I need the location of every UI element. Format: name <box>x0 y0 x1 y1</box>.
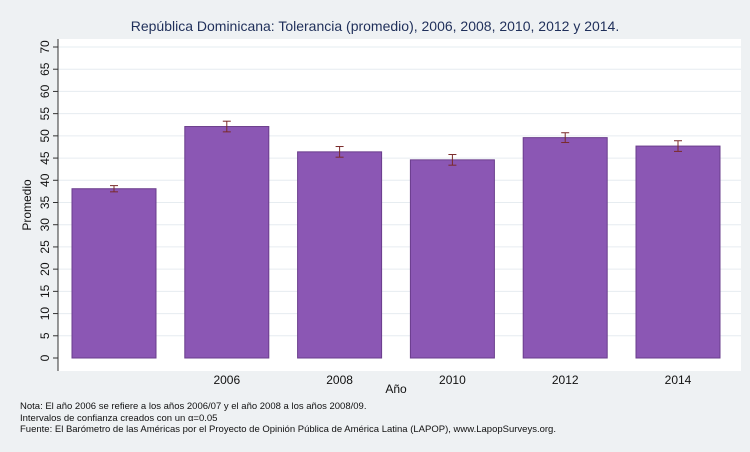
bar <box>635 145 721 359</box>
y-tick-label: 60 <box>38 84 52 98</box>
note-line-3: Fuente: El Barómetro de las Américas por… <box>20 424 556 435</box>
bar-chart: 0 5 10 15 20 25 30 35 40 45 50 55 60 65 70 2006 2008 201… <box>20 18 741 396</box>
y-axis-label: Promedio <box>20 179 34 231</box>
x-tick-label: 2008 <box>326 373 353 387</box>
y-tick-label: 20 <box>38 262 52 276</box>
y-tick-label: 40 <box>38 173 52 187</box>
y-tick-label: 65 <box>38 62 52 76</box>
y-tick-label: 10 <box>38 307 52 321</box>
note-line-2: Intervalos de confianza creados con un α… <box>20 412 218 424</box>
y-tick-label: 45 <box>38 151 52 165</box>
x-axis-ticks: 2006 2008 2010 2012 2014 <box>213 373 691 387</box>
bar <box>297 151 383 359</box>
y-tick-label: 30 <box>38 218 52 232</box>
y-tick-label: 15 <box>38 284 52 298</box>
x-tick-label: 2012 <box>552 373 579 387</box>
x-axis-label: Año <box>385 382 407 396</box>
y-tick-label: 55 <box>38 107 52 121</box>
y-tick-label: 0 <box>38 354 52 361</box>
error-bars <box>110 120 682 193</box>
y-axis-ticks: 0 5 10 15 20 25 30 35 40 45 50 55 60 65 70 <box>38 40 58 361</box>
y-tick-label: 50 <box>38 129 52 143</box>
gridlines <box>58 46 741 337</box>
bars <box>71 126 721 359</box>
chart-notes: Nota: El año 2006 se refiere a los años … <box>20 401 556 436</box>
bar <box>71 188 157 359</box>
x-tick-label: 2010 <box>439 373 466 387</box>
chart-title: República Dominicana: Tolerancia (promed… <box>131 18 620 34</box>
bar <box>409 159 495 359</box>
y-tick-label: 5 <box>38 332 52 339</box>
bar <box>522 137 608 359</box>
y-tick-label: 35 <box>38 196 52 210</box>
y-tick-label: 25 <box>38 240 52 254</box>
plot-background <box>58 39 741 371</box>
x-tick-label: 2006 <box>213 373 240 387</box>
x-tick-label: 2014 <box>665 373 692 387</box>
bar <box>184 126 270 359</box>
note-line-1: Nota: El año 2006 se refiere a los años … <box>20 401 367 412</box>
y-tick-label: 70 <box>38 40 52 54</box>
